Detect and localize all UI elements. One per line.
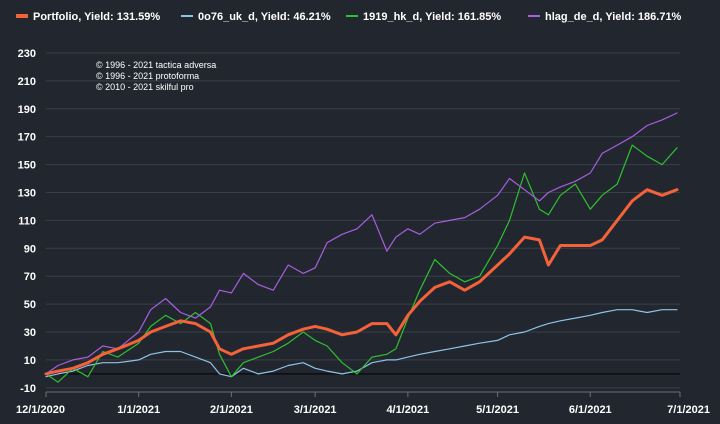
y-tick-label: 50 bbox=[24, 299, 36, 311]
legend-label: 1919_hk_d, Yield: 161.85% bbox=[363, 11, 501, 23]
y-tick-label: 190 bbox=[18, 104, 36, 116]
y-tick-label: 170 bbox=[18, 132, 36, 144]
series-line[interactable] bbox=[44, 188, 679, 376]
copyright-line: © 2010 - 2021 skilful pro bbox=[96, 82, 194, 92]
legend-label: hlag_de_d, Yield: 186.71% bbox=[545, 11, 682, 23]
series-line[interactable] bbox=[45, 112, 678, 375]
y-tick-label: 10 bbox=[24, 355, 36, 367]
x-tick-label: 7/1/2021 bbox=[667, 404, 710, 416]
x-tick-label: 5/1/2021 bbox=[476, 404, 519, 416]
y-tick-label: 130 bbox=[18, 187, 36, 199]
y-tick-label: 210 bbox=[18, 76, 36, 88]
y-grid bbox=[46, 52, 680, 389]
x-tick-label: 12/1/2020 bbox=[16, 404, 65, 416]
x-tick-label: 3/1/2021 bbox=[294, 404, 337, 416]
x-axis: 12/1/2020 1/1/2021 2/1/2021 3/1/2021 4/1/202… bbox=[16, 391, 710, 416]
legend-item[interactable]: Portfolio, Yield: 131.59% bbox=[16, 11, 160, 23]
y-tick-label: 90 bbox=[24, 243, 36, 255]
legend-item[interactable]: 1919_hk_d, Yield: 161.85% bbox=[346, 11, 501, 23]
copyright-line: © 1996 - 2021 tactica adversa bbox=[96, 60, 216, 70]
legend-item[interactable]: 0o76_uk_d, Yield: 46.21% bbox=[181, 11, 331, 23]
y-tick-label: 150 bbox=[18, 160, 36, 172]
y-tick-label: 30 bbox=[24, 327, 36, 339]
copyright-notice: © 1996 - 2021 tactica adversa© 1996 - 20… bbox=[96, 60, 216, 92]
x-tick-label: 4/1/2021 bbox=[386, 404, 429, 416]
y-tick-label: -10 bbox=[20, 383, 36, 395]
series-line[interactable] bbox=[45, 144, 678, 383]
x-tick-label: 1/1/2021 bbox=[117, 404, 160, 416]
legend-label: Portfolio, Yield: 131.59% bbox=[33, 11, 160, 23]
y-tick-label: 110 bbox=[18, 215, 36, 227]
legend-label: 0o76_uk_d, Yield: 46.21% bbox=[198, 11, 331, 23]
series-lines bbox=[44, 112, 679, 383]
x-tick-label: 6/1/2021 bbox=[569, 404, 612, 416]
y-axis: -10 10 30 50 70 90 110 130 150 170 190 210 230 bbox=[18, 48, 36, 395]
copyright-line: © 1996 - 2021 protoforma bbox=[96, 71, 199, 81]
legend-item[interactable]: hlag_de_d, Yield: 186.71% bbox=[528, 11, 682, 23]
y-tick-label: 70 bbox=[24, 271, 36, 283]
x-tick-label: 2/1/2021 bbox=[210, 404, 253, 416]
y-tick-label: 230 bbox=[18, 48, 36, 60]
series-line[interactable] bbox=[45, 309, 678, 378]
legend: Portfolio, Yield: 131.59% 0o76_uk_d, Yiel… bbox=[16, 11, 682, 23]
